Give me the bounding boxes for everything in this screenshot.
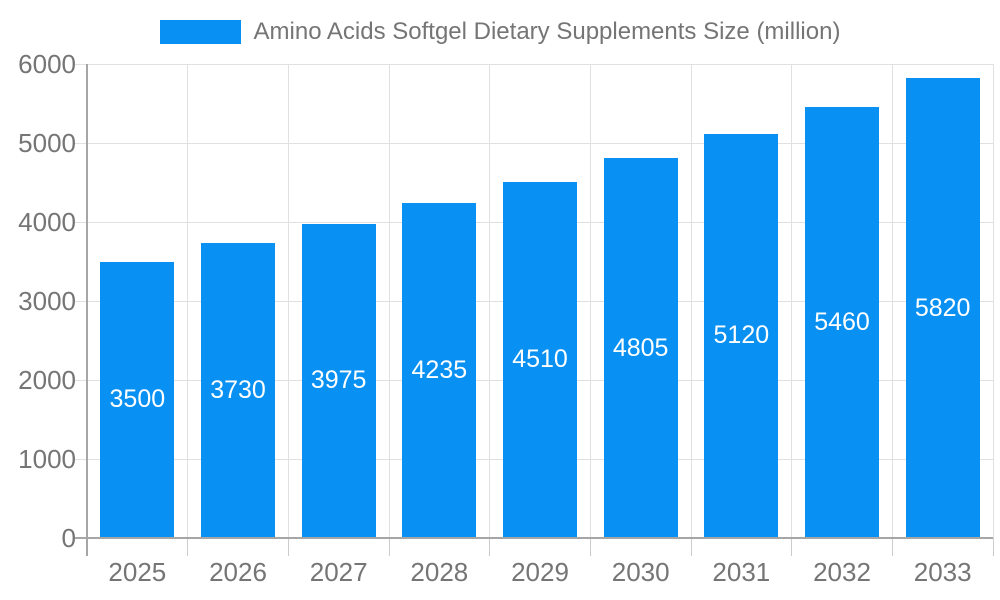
bar-2025[interactable]: 3500 [100,261,175,538]
bar-2030[interactable]: 4805 [603,158,678,538]
x-axis-tick [388,538,390,556]
x-axis-label: 2027 [309,557,368,587]
x-axis-tick [690,538,692,556]
gridline-vertical [791,64,793,538]
gridline-horizontal [75,63,993,65]
x-axis-label: 2030 [611,557,670,587]
gridline-vertical [388,64,390,538]
x-axis-label: 2033 [913,557,972,587]
bar-2028[interactable]: 4235 [402,203,477,538]
y-axis-label: 5000 [18,128,76,158]
y-axis-label: 1000 [18,444,76,474]
gridline-vertical [992,64,994,538]
x-axis-label: 2029 [511,557,569,587]
gridline-vertical [489,64,491,538]
x-axis-tick [589,538,591,556]
x-axis-tick [489,538,491,556]
gridline-horizontal [75,142,993,144]
x-axis-tick [187,538,189,556]
gridline-vertical [891,64,893,538]
x-axis-label: 2028 [410,557,469,587]
y-axis-label: 6000 [18,49,76,79]
x-axis-tick [992,538,994,556]
y-axis-label: 0 [61,523,76,553]
bar-value-label: 5460 [814,307,870,336]
bar-value-label: 4510 [512,345,568,374]
gridline-vertical [690,64,692,538]
bar-value-label: 3975 [310,366,367,395]
bar-value-label: 4805 [612,333,669,362]
bar-2029[interactable]: 4510 [503,181,577,538]
x-axis-label: 2025 [108,557,167,587]
gridline-vertical [589,64,591,538]
legend-item[interactable]: Amino Acids Softgel Dietary Supplements … [159,18,841,45]
bar-value-label: 3500 [109,385,166,414]
x-axis-tick [791,538,793,556]
bar-value-label: 5820 [914,293,971,322]
x-axis-label: 2031 [712,557,771,587]
legend: Amino Acids Softgel Dietary Supplements … [0,19,1000,45]
gridline-vertical [287,64,289,538]
gridline-vertical [187,64,189,538]
bar-value-label: 5120 [713,321,770,350]
bar-2026[interactable]: 3730 [201,243,275,538]
x-axis-tick [891,538,893,556]
y-axis-line [86,64,88,556]
bar-2033[interactable]: 5820 [905,78,980,538]
y-axis-label: 4000 [18,207,76,237]
bar-value-label: 4235 [411,356,468,385]
bar-2027[interactable]: 3975 [301,223,376,538]
bar-2032[interactable]: 5460 [805,106,879,538]
y-axis-label: 3000 [18,286,76,316]
x-axis-line [75,537,993,539]
bar-2031[interactable]: 5120 [704,133,779,538]
x-axis-label: 2026 [209,557,267,587]
legend-swatch-icon [159,20,241,44]
x-axis-tick [287,538,289,556]
legend-label: Amino Acids Softgel Dietary Supplements … [253,18,841,45]
x-axis-label: 2032 [813,557,871,587]
bar-value-label: 3730 [210,376,266,405]
y-axis-label: 2000 [18,365,76,395]
